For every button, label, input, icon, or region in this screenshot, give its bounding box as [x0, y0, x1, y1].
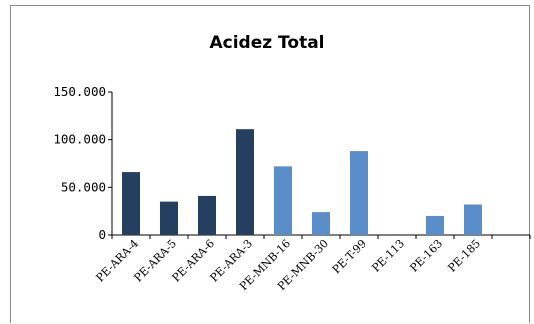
x-tick-label: PE-185: [445, 237, 483, 275]
y-tick-label: 50.000: [61, 179, 106, 194]
bar: [198, 195, 216, 235]
bar: [426, 215, 444, 235]
bar: [464, 204, 482, 235]
bar: [160, 201, 178, 235]
x-tick-label: PE-113: [369, 237, 407, 275]
bar: [274, 166, 292, 235]
chart-title: Acidez Total: [209, 33, 325, 53]
y-tick-label: 0: [98, 227, 106, 242]
y-tick-label: 150.000: [53, 84, 106, 99]
y-axis: 0 50.000 100.000 150.000: [53, 84, 113, 242]
x-tick-label: PE-163: [407, 237, 445, 275]
y-tick-label: 100.000: [53, 132, 106, 147]
bar: [122, 172, 140, 235]
x-tick-label: PE-T-99: [330, 237, 369, 276]
bar: [312, 212, 330, 235]
bar: [350, 151, 368, 235]
bar: [236, 129, 254, 235]
x-axis: PE-ARA-4PE-ARA-5PE-ARA-6PE-ARA-3PE-MNB-1…: [94, 234, 531, 293]
bars: [122, 129, 482, 235]
chart-frame: [10, 5, 530, 323]
